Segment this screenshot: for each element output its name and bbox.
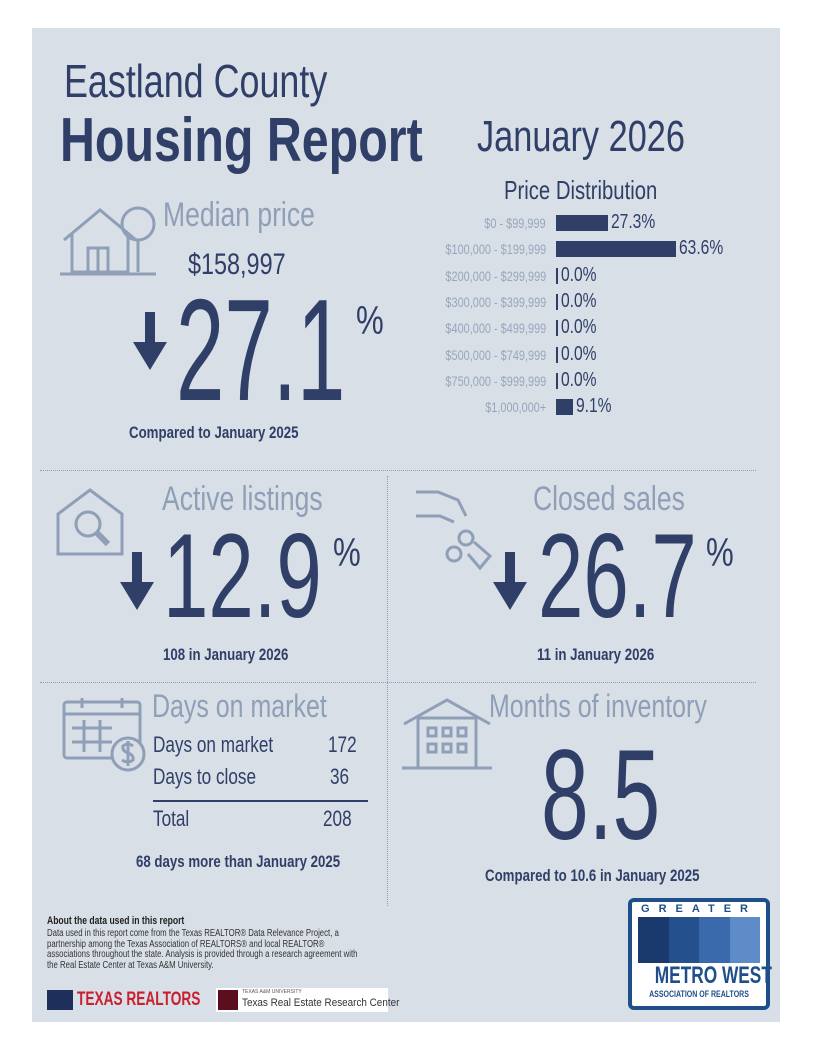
tamu-text: Texas Real Estate Research Center: [242, 997, 400, 1009]
house-tree-icon: [60, 200, 160, 283]
report-period: January 2026: [477, 112, 685, 161]
months-inventory-note: Compared to 10.6 in January 2025: [485, 866, 700, 885]
percent-unit: %: [333, 531, 361, 575]
dom-row-value: 36: [330, 764, 350, 789]
price-bin-row: $400,000 - $499,999 0.0%: [420, 316, 760, 339]
price-bin-bar: [556, 241, 677, 258]
metro-west-sub: ASSOCIATION OF REALTORS: [649, 989, 749, 999]
days-on-market-note: 68 days more than January 2025: [136, 852, 341, 871]
price-bin-value: 9.1%: [576, 395, 612, 418]
price-bin-label: $200,000 - $299,999: [445, 267, 546, 284]
price-bin-bar: [556, 372, 558, 389]
calendar-dollar-icon: [62, 696, 148, 777]
price-bin-row: $300,000 - $399,999 0.0%: [420, 289, 760, 312]
price-bin-label: $750,000 - $999,999: [445, 372, 546, 389]
active-listings-note: 108 in January 2026: [163, 645, 289, 664]
percent-unit: %: [356, 299, 384, 343]
months-inventory-heading: Months of inventory: [489, 688, 707, 724]
price-bin-label: $400,000 - $499,999: [445, 320, 546, 337]
median-price-note: Compared to January 2025: [129, 423, 299, 442]
texas-realtors-logo: TEXAS REALTORS: [47, 988, 248, 1012]
price-bin-label: $300,000 - $399,999: [445, 293, 546, 310]
house-search-icon: [54, 486, 126, 563]
dom-total-value: 208: [323, 806, 352, 831]
divider: [40, 682, 756, 683]
dom-row-value: 172: [328, 732, 357, 757]
price-bin-bar: [556, 215, 608, 231]
divider: [40, 470, 756, 471]
dom-row-label: Days to close: [153, 764, 257, 789]
page-title: Housing Report: [60, 106, 423, 175]
metro-west-top: GREATER: [641, 903, 757, 915]
days-on-market-heading: Days on market: [152, 688, 327, 724]
hand-keys-icon: [414, 486, 494, 577]
price-bin-bar: [556, 267, 558, 284]
price-bin-row: $500,000 - $749,999 0.0%: [420, 342, 760, 365]
closed-sales-heading: Closed sales: [533, 480, 685, 518]
price-bin-row: $1,000,000+ 9.1%: [420, 395, 760, 418]
arrow-down-icon: [493, 552, 527, 615]
price-distribution-heading: Price Distribution: [504, 175, 658, 205]
texas-realtors-mark: [47, 989, 73, 1010]
median-price-change: 27.1: [176, 269, 346, 431]
about-title: About the data used in this report: [47, 915, 185, 927]
divider: [387, 476, 388, 906]
closed-sales-note: 11 in January 2026: [537, 645, 655, 664]
price-bin-value: 0.0%: [560, 368, 597, 391]
percent-unit: %: [706, 531, 734, 575]
price-bin-value: 0.0%: [560, 289, 597, 312]
price-bin-row: $200,000 - $299,999 0.0%: [420, 263, 760, 286]
dom-row-label: Days on market: [153, 732, 274, 757]
price-bin-bar: [556, 399, 574, 416]
tamu-logo: TEXAS A&M UNIVERSITY Texas Real Estate R…: [216, 988, 399, 1012]
price-bin-value: 27.3%: [610, 211, 655, 233]
months-inventory-value: 8.5: [541, 724, 661, 867]
price-bin-bar: [556, 293, 558, 310]
price-bin-bar: [556, 320, 558, 337]
tamu-mark: [218, 990, 238, 1010]
price-bin-value: 0.0%: [560, 263, 597, 286]
dom-total-label: Total: [153, 806, 190, 831]
metro-west-panels: [638, 917, 760, 963]
price-bin-value: 0.0%: [560, 316, 597, 339]
price-bin-value: 0.0%: [560, 342, 597, 365]
total-rule: [153, 800, 368, 802]
county-name: Eastland County: [64, 55, 328, 107]
closed-sales-change: 26.7: [538, 509, 697, 643]
metro-west-logo: GREATER METRO WEST ASSOCIATION OF REALTO…: [628, 898, 772, 1010]
price-bin-row: $100,000 - $199,999 63.6%: [420, 237, 760, 260]
metro-west-main: METRO WEST: [654, 962, 772, 989]
active-listings-heading: Active listings: [162, 480, 323, 518]
median-price-heading: Median price: [163, 196, 315, 234]
median-price-value: $158,997: [188, 248, 286, 281]
building-icon: [402, 696, 492, 777]
price-bin-bar: [556, 346, 558, 363]
tamu-small-text: TEXAS A&M UNIVERSITY: [242, 989, 302, 995]
price-bin-row: $750,000 - $999,999 0.0%: [420, 368, 760, 391]
price-bin-label: $0 - $99,999: [484, 215, 546, 231]
price-bin-label: $100,000 - $199,999: [445, 241, 546, 258]
price-bin-label: $500,000 - $749,999: [445, 346, 546, 363]
active-listings-change: 12.9: [163, 509, 322, 643]
about-text: Data used in this report come from the T…: [47, 928, 358, 971]
price-bin-value: 63.6%: [679, 237, 724, 260]
price-bin-label: $1,000,000+: [484, 399, 546, 416]
price-bin-row: $0 - $99,999 27.3%: [420, 211, 760, 233]
arrow-down-icon: [133, 312, 167, 375]
arrow-down-icon: [120, 552, 154, 615]
report-card: [32, 28, 780, 1022]
